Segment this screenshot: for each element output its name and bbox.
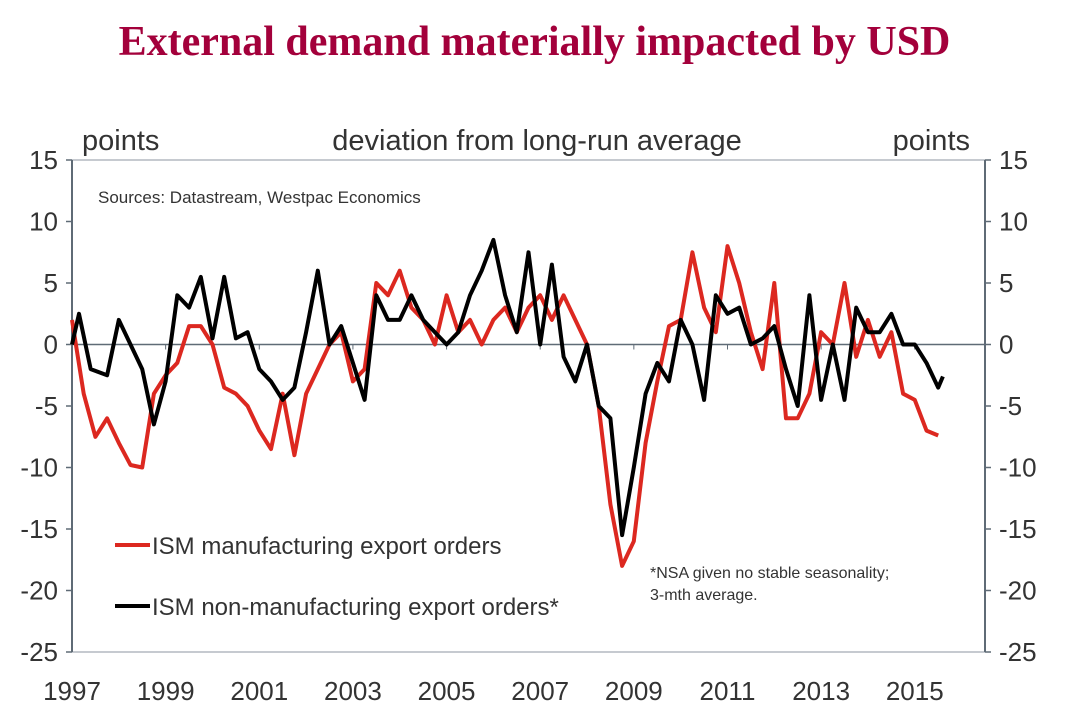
y-tick-label-right: -25	[999, 637, 1037, 667]
y-tick-label-left: 15	[29, 145, 58, 175]
chart-subtitle: deviation from long-run average	[332, 125, 741, 157]
x-tick-label: 2003	[324, 676, 382, 706]
x-tick-label: 2015	[886, 676, 944, 706]
y-tick-label-left: -15	[20, 514, 58, 544]
x-tick-label: 2013	[792, 676, 850, 706]
y-tick-label-left: -5	[35, 391, 58, 421]
y-tick-label-right: -10	[999, 453, 1037, 483]
y-axis-label-right: points	[893, 125, 970, 157]
chart-title: External demand materially impacted by U…	[118, 19, 951, 65]
y-tick-label-right: 5	[999, 268, 1013, 298]
y-tick-label-right: 10	[999, 207, 1028, 237]
y-tick-label-left: -25	[20, 637, 58, 667]
footnote: 3-mth average.	[650, 587, 758, 604]
y-tick-label-left: -10	[20, 453, 58, 483]
y-axis-label-left: points	[82, 125, 159, 157]
y-tick-label-left: 10	[29, 207, 58, 237]
x-tick-label: 2005	[418, 676, 476, 706]
y-tick-label-left: 0	[44, 330, 58, 360]
y-tick-label-left: -20	[20, 576, 58, 606]
x-tick-label: 1997	[43, 676, 101, 706]
y-tick-label-right: -15	[999, 514, 1037, 544]
y-tick-label-left: 5	[44, 268, 58, 298]
y-tick-label-right: 0	[999, 330, 1013, 360]
y-tick-label-right: -5	[999, 391, 1022, 421]
x-tick-label: 2011	[700, 676, 756, 706]
x-tick-label: 1999	[137, 676, 195, 706]
legend-label: ISM manufacturing export orders	[152, 533, 502, 560]
y-tick-label-right: -20	[999, 576, 1037, 606]
x-tick-label: 2001	[230, 676, 288, 706]
footnote: *NSA given no stable seasonality;	[650, 565, 889, 582]
y-tick-label-right: 15	[999, 145, 1028, 175]
series-line-non-manufacturing	[70, 237, 945, 538]
x-tick-label: 2009	[605, 676, 663, 706]
legend-label: ISM non-manufacturing export orders*	[152, 594, 559, 621]
source-note: Sources: Datastream, Westpac Economics	[98, 188, 421, 207]
x-tick-label: 2007	[511, 676, 569, 706]
